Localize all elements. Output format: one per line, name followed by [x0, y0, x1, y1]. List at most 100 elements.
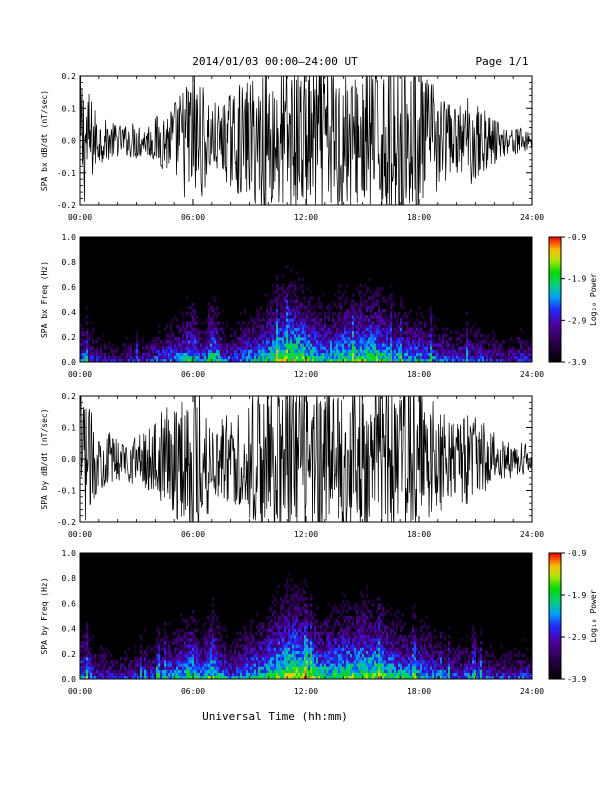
heatmap-cell — [208, 669, 211, 673]
heatmap-cell — [254, 656, 257, 661]
colorbar-segment — [549, 259, 561, 263]
heatmap-cell — [210, 669, 213, 673]
heatmap-cell — [280, 631, 283, 636]
heatmap-cell — [334, 302, 337, 307]
heatmap-cell — [220, 634, 223, 639]
heatmap-cell — [220, 340, 223, 344]
heatmap-cell — [170, 346, 173, 350]
heatmap-cell — [172, 663, 175, 667]
heatmap-cell — [266, 650, 269, 655]
heatmap-cell — [370, 302, 373, 307]
heatmap-cell — [196, 672, 199, 677]
heatmap-cell — [530, 352, 532, 357]
heatmap-cell — [166, 660, 169, 664]
heatmap-cell — [234, 663, 237, 667]
heatmap-cell — [144, 355, 147, 360]
heatmap-cell — [256, 675, 259, 679]
heatmap-cell — [298, 672, 301, 677]
heatmap-cell — [286, 622, 289, 626]
heatmap-cell — [376, 346, 379, 350]
heatmap-cell — [292, 656, 295, 661]
heatmap-cell — [362, 669, 365, 673]
heatmap-cell — [170, 349, 173, 353]
heatmap-cell — [152, 358, 155, 362]
heatmap-cell — [164, 638, 167, 642]
heatmap-cell — [214, 330, 217, 335]
heatmap-cell — [266, 660, 269, 664]
heatmap-cell — [372, 299, 375, 303]
heatmap-cell — [270, 660, 273, 664]
heatmap-cell — [142, 352, 145, 357]
heatmap-cell — [310, 352, 313, 357]
heatmap-cell — [268, 358, 271, 362]
heatmap-cell — [296, 609, 299, 614]
heatmap-cell — [334, 650, 337, 655]
heatmap-cell — [248, 355, 251, 360]
heatmap-cell — [334, 609, 337, 614]
heatmap-cell — [86, 346, 89, 350]
heatmap-cell — [248, 666, 251, 670]
heatmap-cell — [214, 321, 217, 325]
heatmap-cell — [260, 305, 263, 310]
heatmap-cell — [304, 666, 307, 670]
heatmap-cell — [430, 321, 433, 325]
heatmap-cell — [210, 327, 213, 332]
heatmap-cell — [382, 312, 385, 316]
heatmap-cell — [302, 324, 305, 328]
heatmap-cell — [282, 296, 285, 300]
heatmap-cell — [284, 302, 287, 307]
heatmap-cell — [190, 352, 193, 357]
heatmap-cell — [170, 321, 173, 325]
heatmap-cell — [136, 330, 139, 335]
heatmap-cell — [338, 343, 341, 347]
colorbar-segment — [549, 334, 561, 338]
heatmap-cell — [176, 675, 179, 679]
heatmap-cell — [298, 355, 301, 360]
heatmap-cell — [224, 343, 227, 347]
heatmap-cell — [370, 308, 373, 313]
heatmap-cell — [132, 675, 135, 679]
heatmap-cell — [102, 666, 105, 670]
colorbar-segment — [549, 284, 561, 288]
heatmap-cell — [344, 355, 347, 360]
heatmap-cell — [336, 606, 339, 610]
heatmap-cell — [496, 355, 499, 360]
heatmap-cell — [330, 333, 333, 338]
heatmap-cell — [294, 612, 297, 617]
heatmap-cell — [314, 660, 317, 664]
heatmap-cell — [232, 656, 235, 661]
heatmap-cell — [278, 349, 281, 353]
heatmap-cell — [284, 634, 287, 639]
heatmap-cell — [244, 660, 247, 664]
heatmap-cell — [338, 283, 341, 288]
heatmap-cell — [406, 337, 409, 341]
heatmap-cell — [316, 355, 319, 360]
heatmap-cell — [344, 603, 347, 607]
heatmap-cell — [304, 603, 307, 607]
heatmap-cell — [314, 352, 317, 357]
heatmap-cell — [344, 327, 347, 332]
heatmap-cell — [260, 669, 263, 673]
heatmap-cell — [182, 349, 185, 353]
heatmap-cell — [338, 327, 341, 332]
heatmap-cell — [290, 669, 293, 673]
heatmap-cell — [520, 343, 523, 347]
heatmap-cell — [302, 644, 305, 648]
heatmap-cell — [258, 343, 261, 347]
heatmap-cell — [344, 644, 347, 648]
heatmap-cell — [378, 312, 381, 316]
heatmap-cell — [272, 666, 275, 670]
heatmap-cell — [248, 663, 251, 667]
heatmap-cell — [244, 625, 247, 629]
heatmap-cell — [340, 305, 343, 310]
heatmap-cell — [400, 330, 403, 335]
heatmap-cell — [306, 609, 309, 614]
heatmap-cell — [302, 321, 305, 325]
heatmap-cell — [300, 352, 303, 357]
heatmap-cell — [130, 349, 133, 353]
heatmap-cell — [104, 656, 107, 661]
heatmap-cell — [138, 672, 141, 677]
heatmap-cell — [160, 653, 163, 658]
heatmap-cell — [288, 653, 291, 658]
heatmap-cell — [348, 625, 351, 629]
